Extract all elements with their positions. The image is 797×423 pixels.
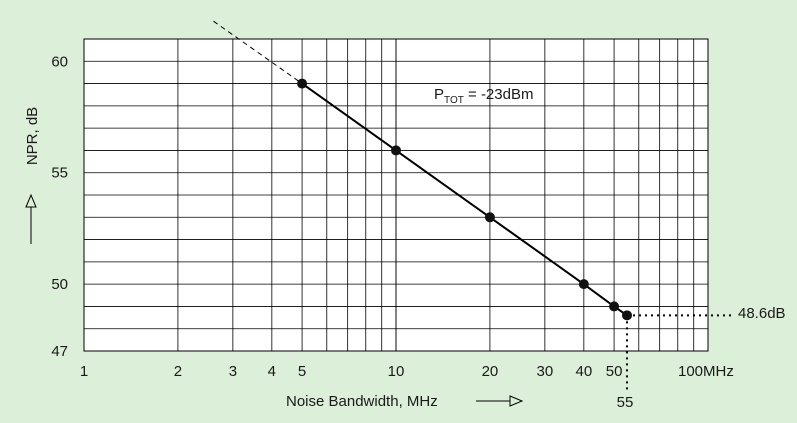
data-point <box>297 78 308 89</box>
data-point <box>391 145 401 156</box>
data-point <box>484 212 495 223</box>
y-tick-label: 60 <box>51 53 68 70</box>
x-tick-label: 20 <box>482 363 499 380</box>
y-tick-label: 55 <box>51 165 68 182</box>
data-series <box>213 20 732 390</box>
x-tick-label: 1 <box>80 363 88 380</box>
x-tick-label: 5 <box>298 363 306 380</box>
y-axis-label: NPR, dB <box>24 107 41 165</box>
extrapolation-line <box>213 20 303 84</box>
tick-labels: 1 2 3 4 5 10 20 30 40 50 100MHz 47 50 55 60 <box>51 53 734 380</box>
x-tick-label: 40 <box>575 363 592 380</box>
x-tick-label: 10 <box>388 363 405 380</box>
x-tick-label: 100MHz <box>678 363 734 380</box>
x-tick-label: 3 <box>229 363 237 380</box>
ptot-annotation: PTOT = -23dBm <box>434 86 533 106</box>
y-tick-label: 50 <box>51 276 68 293</box>
data-point <box>621 310 632 321</box>
marker-x-label: 55 <box>617 394 634 411</box>
y-tick-label: 47 <box>51 343 68 360</box>
x-tick-label: 2 <box>174 363 182 380</box>
x-tick-label: 50 <box>606 363 623 380</box>
y-axis-arrow-icon <box>25 193 37 244</box>
x-axis-label: Noise Bandwidth, MHz <box>286 393 438 410</box>
x-tick-label: 30 <box>537 363 554 380</box>
data-point <box>578 279 589 290</box>
x-tick-label: 4 <box>268 363 276 380</box>
grid <box>83 38 709 352</box>
data-point <box>609 301 620 312</box>
plot-border <box>83 38 709 352</box>
x-axis-arrow-icon <box>476 395 524 407</box>
marker-y-label: 48.6dB <box>738 305 786 322</box>
